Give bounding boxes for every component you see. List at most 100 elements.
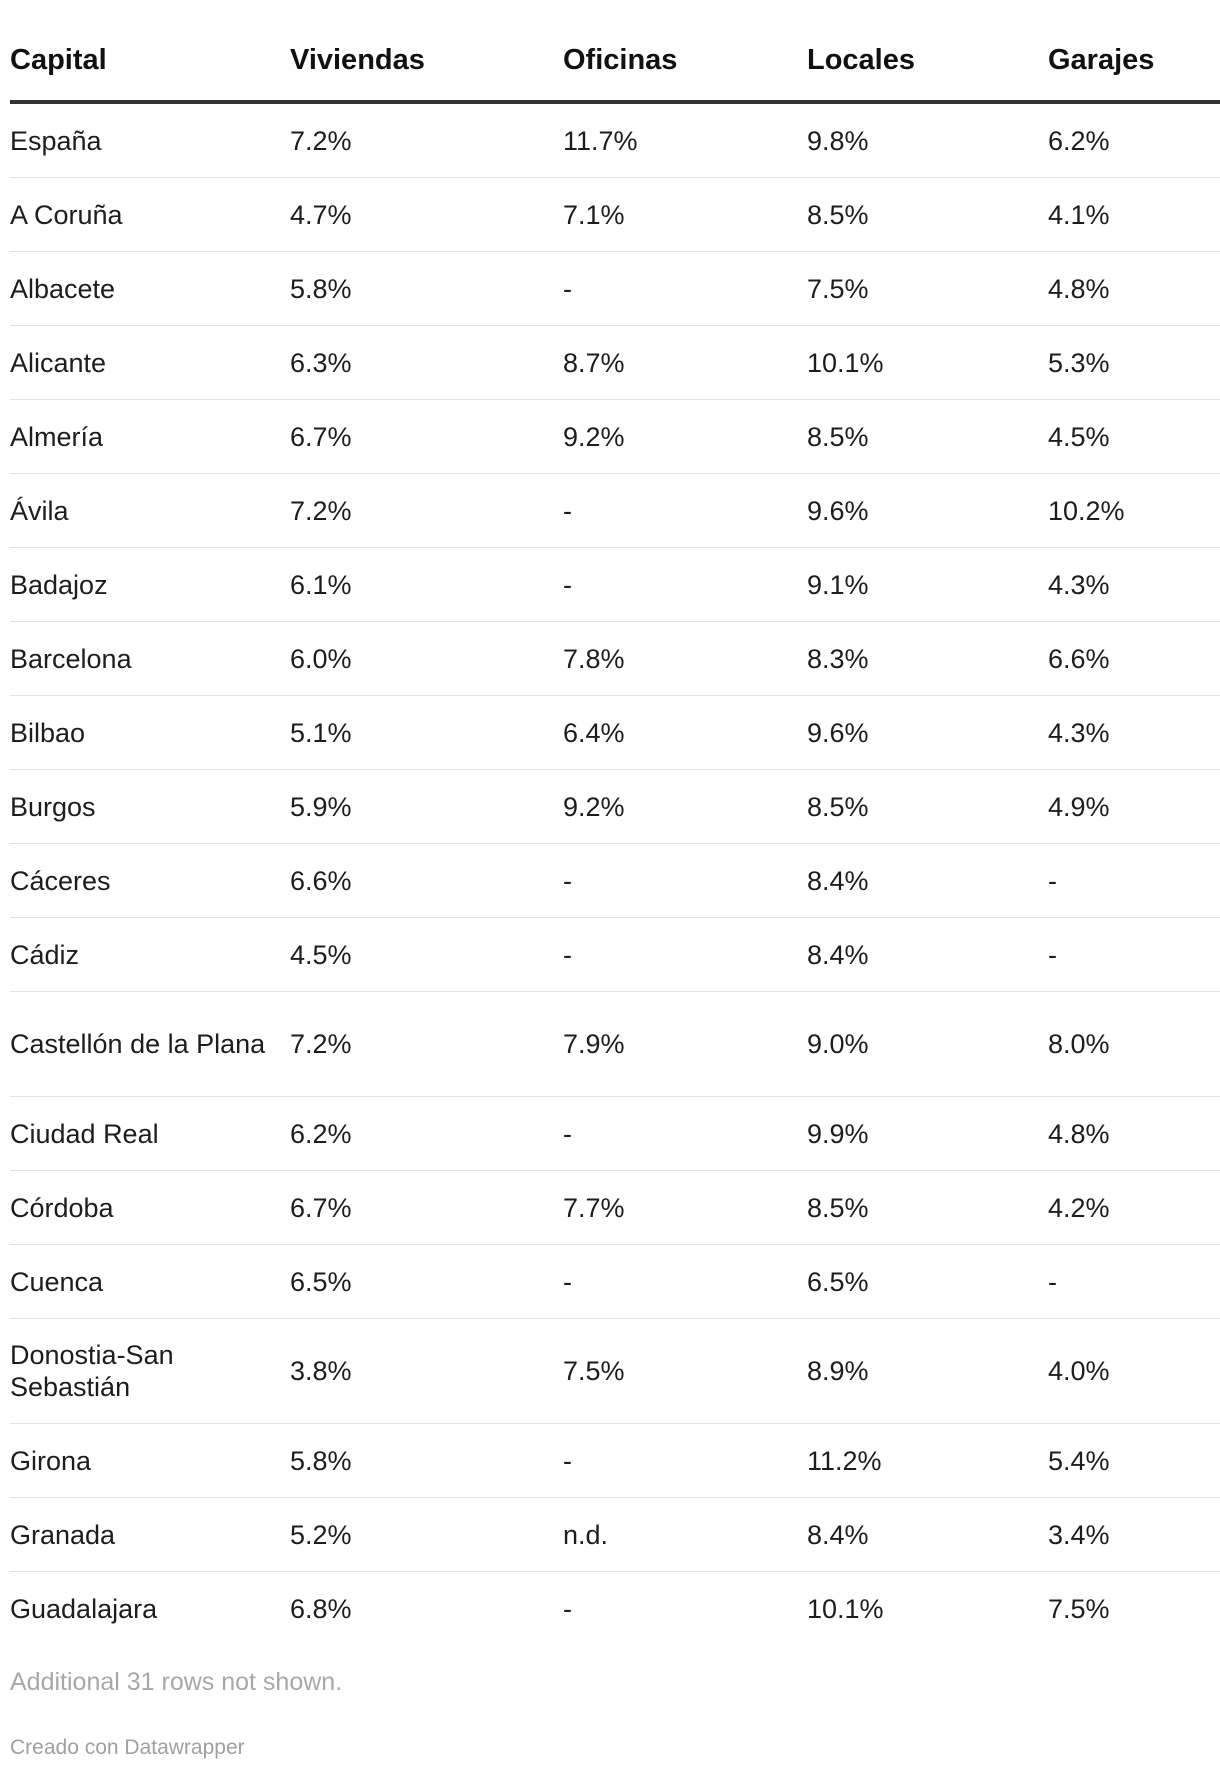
garajes-cell: - — [1048, 1244, 1220, 1319]
locales-cell: 8.3% — [807, 621, 1048, 696]
oficinas-cell: - — [563, 1096, 807, 1171]
garajes-cell: - — [1048, 843, 1220, 918]
capital-cell: España — [10, 102, 290, 178]
oficinas-cell: 9.2% — [563, 769, 807, 844]
table-row: A Coruña 4.7% 7.1% 8.5% 4.1% — [10, 177, 1220, 252]
viviendas-cell: 6.8% — [290, 1593, 352, 1624]
oficinas-cell: - — [563, 1423, 807, 1498]
capital-cell: Girona — [10, 1423, 290, 1498]
locales-cell: 8.5% — [807, 399, 1048, 474]
capital-cell: Ávila — [10, 473, 290, 548]
additional-rows-note: Additional 31 rows not shown. — [10, 1668, 343, 1696]
column-header-locales[interactable]: Locales — [807, 20, 1048, 104]
capital-cell: Ciudad Real — [10, 1096, 290, 1171]
capital-cell: Bilbao — [10, 695, 290, 770]
table-row: Almería 6.7% 9.2% 8.5% 4.5% — [10, 399, 1220, 474]
locales-cell: 11.2% — [807, 1423, 1048, 1498]
locales-cell: 9.9% — [807, 1096, 1048, 1171]
locales-cell: 7.5% — [807, 251, 1048, 326]
oficinas-cell: 8.7% — [563, 325, 807, 400]
capital-cell: Albacete — [10, 251, 290, 326]
oficinas-cell: 7.8% — [563, 621, 807, 696]
table-row: Cuenca 6.5% -6.5% - — [10, 1244, 1220, 1319]
locales-cell: 9.8% — [807, 102, 1048, 178]
viviendas-cell: 4.7% — [290, 177, 563, 252]
column-header-viviendas[interactable]: Viviendas — [290, 20, 563, 104]
capital-cell: Cádiz — [10, 917, 290, 992]
locales-cell: 8.9% — [807, 1318, 1048, 1424]
capital-cell: Almería — [10, 399, 290, 474]
table-row: Badajoz 6.1% -9.1% 4.3% — [10, 547, 1220, 622]
garajes-cell: 7.5% — [1048, 1593, 1110, 1624]
garajes-cell: 4.3% — [1048, 547, 1220, 622]
garajes-cell: 8.0% — [1048, 991, 1220, 1097]
capital-cell: A Coruña — [10, 177, 290, 252]
oficinas-cell: 7.1% — [563, 177, 807, 252]
table-row: Granada 5.2% n.d. 8.4% 3.4% — [10, 1497, 1220, 1572]
capital-cell: Badajoz — [10, 547, 290, 622]
viviendas-cell: 6.5% — [290, 1244, 563, 1319]
viviendas-cell: 6.2% — [290, 1096, 563, 1171]
locales-cell: 9.0% — [807, 991, 1048, 1097]
locales-cell: 9.6% — [807, 695, 1048, 770]
column-header-oficinas[interactable]: Oficinas — [563, 20, 807, 104]
locales-cell: 8.5% — [807, 769, 1048, 844]
viviendas-cell: 4.5% — [290, 917, 563, 992]
table-row: Guadalajara 6.8% - 10.1% 7.5% — [10, 1572, 1220, 1646]
garajes-cell: 4.8% — [1048, 1096, 1220, 1171]
oficinas-cell: - — [563, 1593, 572, 1624]
table-row: Albacete 5.8% -7.5% 4.8% — [10, 251, 1220, 326]
viviendas-cell: 6.6% — [290, 843, 563, 918]
capital-cell: Barcelona — [10, 621, 290, 696]
viviendas-cell: 3.8% — [290, 1318, 563, 1424]
viviendas-cell: 6.0% — [290, 621, 563, 696]
locales-cell: 9.1% — [807, 547, 1048, 622]
oficinas-cell: - — [563, 843, 807, 918]
viviendas-cell: 5.1% — [290, 695, 563, 770]
column-header-garajes[interactable]: Garajes — [1048, 20, 1220, 104]
oficinas-cell: 9.2% — [563, 399, 807, 474]
capital-cell: Burgos — [10, 769, 290, 844]
oficinas-cell: - — [563, 917, 807, 992]
garajes-cell: 6.6% — [1048, 621, 1220, 696]
locales-cell: 8.4% — [807, 917, 1048, 992]
garajes-cell: 5.4% — [1048, 1423, 1220, 1498]
viviendas-cell: 6.1% — [290, 547, 563, 622]
table-row: Castellón de la Plana 7.2% 7.9% 9.0% 8.0% — [10, 991, 1220, 1097]
oficinas-cell: - — [563, 251, 807, 326]
capital-cell: Cuenca — [10, 1244, 290, 1319]
table-body: España 7.2% 11.7% 9.8% 6.2% A Coruña 4.7% 7.1% 8… — [10, 102, 1220, 1645]
garajes-cell: 4.3% — [1048, 695, 1220, 770]
garajes-cell: - — [1048, 917, 1220, 992]
oficinas-cell: - — [563, 1244, 807, 1319]
locales-cell: 8.4% — [807, 1497, 1048, 1572]
column-header-capital[interactable]: Capital — [10, 20, 290, 104]
viviendas-cell: 7.2% — [290, 473, 563, 548]
table-row: Cáceres 6.6% -8.4% - — [10, 843, 1220, 918]
capital-cell: Córdoba — [10, 1170, 290, 1245]
garajes-cell: 4.2% — [1048, 1170, 1220, 1245]
oficinas-cell: - — [563, 473, 807, 548]
table-row: Girona 5.8% -11.2% 5.4% — [10, 1423, 1220, 1498]
capital-cell: Alicante — [10, 325, 290, 400]
garajes-cell: 4.0% — [1048, 1318, 1220, 1424]
locales-cell: 10.1% — [807, 1593, 884, 1624]
capital-cell: Granada — [10, 1497, 290, 1572]
viviendas-cell: 6.7% — [290, 1170, 563, 1245]
oficinas-cell: - — [563, 547, 807, 622]
locales-cell: 8.4% — [807, 843, 1048, 918]
data-table: Capital Viviendas Oficinas Locales Garaj… — [10, 20, 1220, 1645]
viviendas-cell: 5.8% — [290, 1423, 563, 1498]
garajes-cell: 4.1% — [1048, 177, 1220, 252]
table-row: Córdoba 6.7% 7.7% 8.5% 4.2% — [10, 1170, 1220, 1245]
garajes-cell: 10.2% — [1048, 473, 1220, 548]
garajes-cell: 4.5% — [1048, 399, 1220, 474]
oficinas-cell: 7.9% — [563, 991, 807, 1097]
garajes-cell: 6.2% — [1048, 102, 1220, 178]
table-row: España 7.2% 11.7% 9.8% 6.2% — [10, 102, 1220, 178]
capital-cell: Castellón de la Plana — [10, 991, 290, 1097]
datawrapper-credit: Creado con Datawrapper — [10, 1736, 245, 1759]
garajes-cell: 4.9% — [1048, 769, 1220, 844]
table-row: Barcelona 6.0% 7.8% 8.3% 6.6% — [10, 621, 1220, 696]
